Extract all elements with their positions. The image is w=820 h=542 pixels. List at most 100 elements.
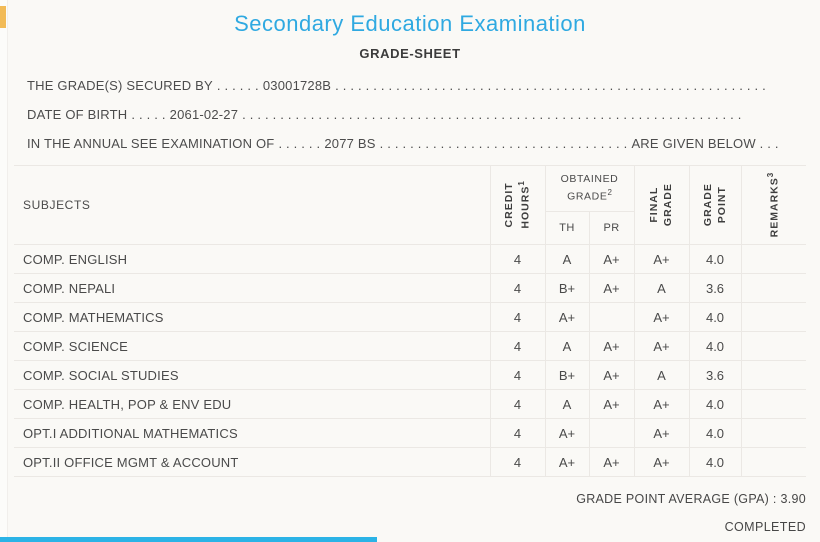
subject-cell: COMP. NEPALI [14, 273, 491, 303]
grade-point-cell: 4.0 [688, 418, 742, 448]
info-line-grades-secured-by: THE GRADE(S) SECURED BY. . . . . . 030017… [14, 78, 806, 93]
column-header-grade-point: GRADE POINT [688, 165, 742, 245]
corner-mark [0, 6, 6, 28]
credit-hours-line2: HOURS1 [516, 181, 531, 229]
remarks-cell [740, 331, 807, 361]
final-grade-line2: GRADE [661, 183, 674, 227]
examination-year-value: 2077 BS [324, 136, 376, 151]
dotted-fill: . . . . . . [216, 78, 259, 93]
grades-table: SUBJECTS CREDIT HOURS1 OBTAINED GRADE2 FI… [14, 165, 807, 477]
column-header-th: TH [545, 210, 590, 246]
grade-point-line1: GRADE [701, 183, 714, 227]
final-grade-cell: A [633, 360, 690, 390]
subject-cell: COMP. ENGLISH [14, 244, 491, 274]
subject-cell: COMP. SCIENCE [14, 331, 491, 361]
credit-cell: 4 [489, 244, 546, 274]
dotted-fill: . . . . . . [278, 136, 321, 151]
content-area: Secondary Education Examination GRADE-SH… [14, 0, 807, 535]
gpa-line: GRADE POINT AVERAGE (GPA) : 3.90 [576, 492, 806, 506]
info-label: IN THE ANNUAL SEE EXAMINATION OF [27, 136, 275, 151]
credit-cell: 4 [489, 331, 546, 361]
th-grade-cell: A [544, 389, 590, 419]
pr-grade-cell: A+ [588, 331, 635, 361]
dotted-fill: . . . . . . . . . . . . . . . . . . . . … [379, 136, 628, 151]
credit-cell: 4 [489, 418, 546, 448]
credit-cell: 4 [489, 447, 546, 477]
grade-point-cell: 4.0 [688, 389, 742, 419]
pr-grade-cell: A+ [588, 273, 635, 303]
final-grade-cell: A+ [633, 447, 690, 477]
column-header-subjects: SUBJECTS [14, 165, 491, 245]
grade-sheet-subtitle: GRADE-SHEET [359, 46, 461, 61]
th-grade-cell: A+ [544, 302, 590, 332]
final-grade-cell: A+ [633, 302, 690, 332]
page-title: Secondary Education Examination [234, 11, 586, 36]
pr-grade-cell [588, 418, 635, 448]
pr-grade-cell [588, 302, 635, 332]
dotted-fill: . . . . . . . . . . . . . . . . . . . . … [242, 107, 742, 122]
table-row: COMP. SCIENCE 4 A A+ A+ 4.0 [14, 331, 807, 361]
grades-table-header: SUBJECTS CREDIT HOURS1 OBTAINED GRADE2 FI… [14, 165, 807, 246]
subject-cell: COMP. HEALTH, POP & ENV EDU [14, 389, 491, 419]
info-lines: THE GRADE(S) SECURED BY. . . . . . 030017… [14, 78, 806, 151]
credit-cell: 4 [489, 302, 546, 332]
subject-cell: OPT.I ADDITIONAL MATHEMATICS [14, 418, 491, 448]
symbol-number-value: 03001728B [262, 78, 332, 93]
pr-grade-cell: A+ [588, 389, 635, 419]
table-row: OPT.II OFFICE MGMT & ACCOUNT 4 A+ A+ A+ … [14, 447, 807, 477]
column-header-credit-hours: CREDIT HOURS1 [489, 165, 546, 245]
th-grade-cell: B+ [544, 273, 590, 303]
subject-cell: COMP. MATHEMATICS [14, 302, 491, 332]
final-grade-cell: A+ [633, 389, 690, 419]
grade-point-line2: POINT [715, 186, 728, 224]
pr-grade-cell: A+ [588, 447, 635, 477]
th-grade-cell: A [544, 244, 590, 274]
grade-point-cell: 4.0 [688, 302, 742, 332]
remarks-cell [740, 360, 807, 390]
final-grade-line1: FINAL [647, 187, 660, 223]
credit-hours-line1: CREDIT [502, 182, 515, 228]
bottom-accent-bar [0, 537, 377, 542]
remarks-line1: REMARKS3 [765, 172, 781, 238]
remarks-cell [740, 447, 807, 477]
grade-point-cell: 3.6 [688, 273, 742, 303]
obtained-grade-line1: OBTAINED [560, 173, 619, 186]
grades-table-body: COMP. ENGLISH 4 A A+ A+ 4.0 COMP. NEPALI… [14, 244, 807, 477]
info-label: DATE OF BIRTH [27, 107, 128, 122]
th-grade-cell: A+ [544, 418, 590, 448]
remarks-cell [740, 389, 807, 419]
info-line-date-of-birth: DATE OF BIRTH. . . . . 2061-02-27. . . . … [14, 107, 806, 122]
credit-cell: 4 [489, 389, 546, 419]
grade-point-cell: 4.0 [688, 447, 742, 477]
column-header-obtained-grade: OBTAINED GRADE2 [544, 165, 635, 212]
final-grade-cell: A+ [633, 331, 690, 361]
obtained-grade-line2: GRADE2 [567, 188, 612, 203]
pr-grade-cell: A+ [588, 360, 635, 390]
table-row: COMP. SOCIAL STUDIES 4 B+ A+ A 3.6 [14, 360, 807, 390]
column-header-final-grade: FINAL GRADE [633, 165, 690, 245]
credit-cell: 4 [489, 273, 546, 303]
grade-point-cell: 3.6 [688, 360, 742, 390]
left-edge-strip [0, 0, 8, 542]
final-grade-cell: A [633, 273, 690, 303]
table-row: OPT.I ADDITIONAL MATHEMATICS 4 A+ A+ 4.0 [14, 418, 807, 448]
pr-grade-cell: A+ [588, 244, 635, 274]
final-grade-cell: A+ [633, 244, 690, 274]
th-grade-cell: A+ [544, 447, 590, 477]
remarks-cell [740, 244, 807, 274]
table-row: COMP. HEALTH, POP & ENV EDU 4 A A+ A+ 4.… [14, 389, 807, 419]
final-grade-cell: A+ [633, 418, 690, 448]
table-row: COMP. ENGLISH 4 A A+ A+ 4.0 [14, 244, 807, 274]
subject-cell: COMP. SOCIAL STUDIES [14, 360, 491, 390]
remarks-cell [740, 273, 807, 303]
table-row: COMP. NEPALI 4 B+ A+ A 3.6 [14, 273, 807, 303]
footer: GRADE POINT AVERAGE (GPA) : 3.90 COMPLET… [14, 492, 806, 535]
remarks-cell [740, 418, 807, 448]
th-grade-cell: B+ [544, 360, 590, 390]
remarks-cell [740, 302, 807, 332]
credit-cell: 4 [489, 360, 546, 390]
column-header-remarks: REMARKS3 [740, 165, 807, 245]
table-row: COMP. MATHEMATICS 4 A+ A+ 4.0 [14, 302, 807, 332]
grade-point-cell: 4.0 [688, 244, 742, 274]
